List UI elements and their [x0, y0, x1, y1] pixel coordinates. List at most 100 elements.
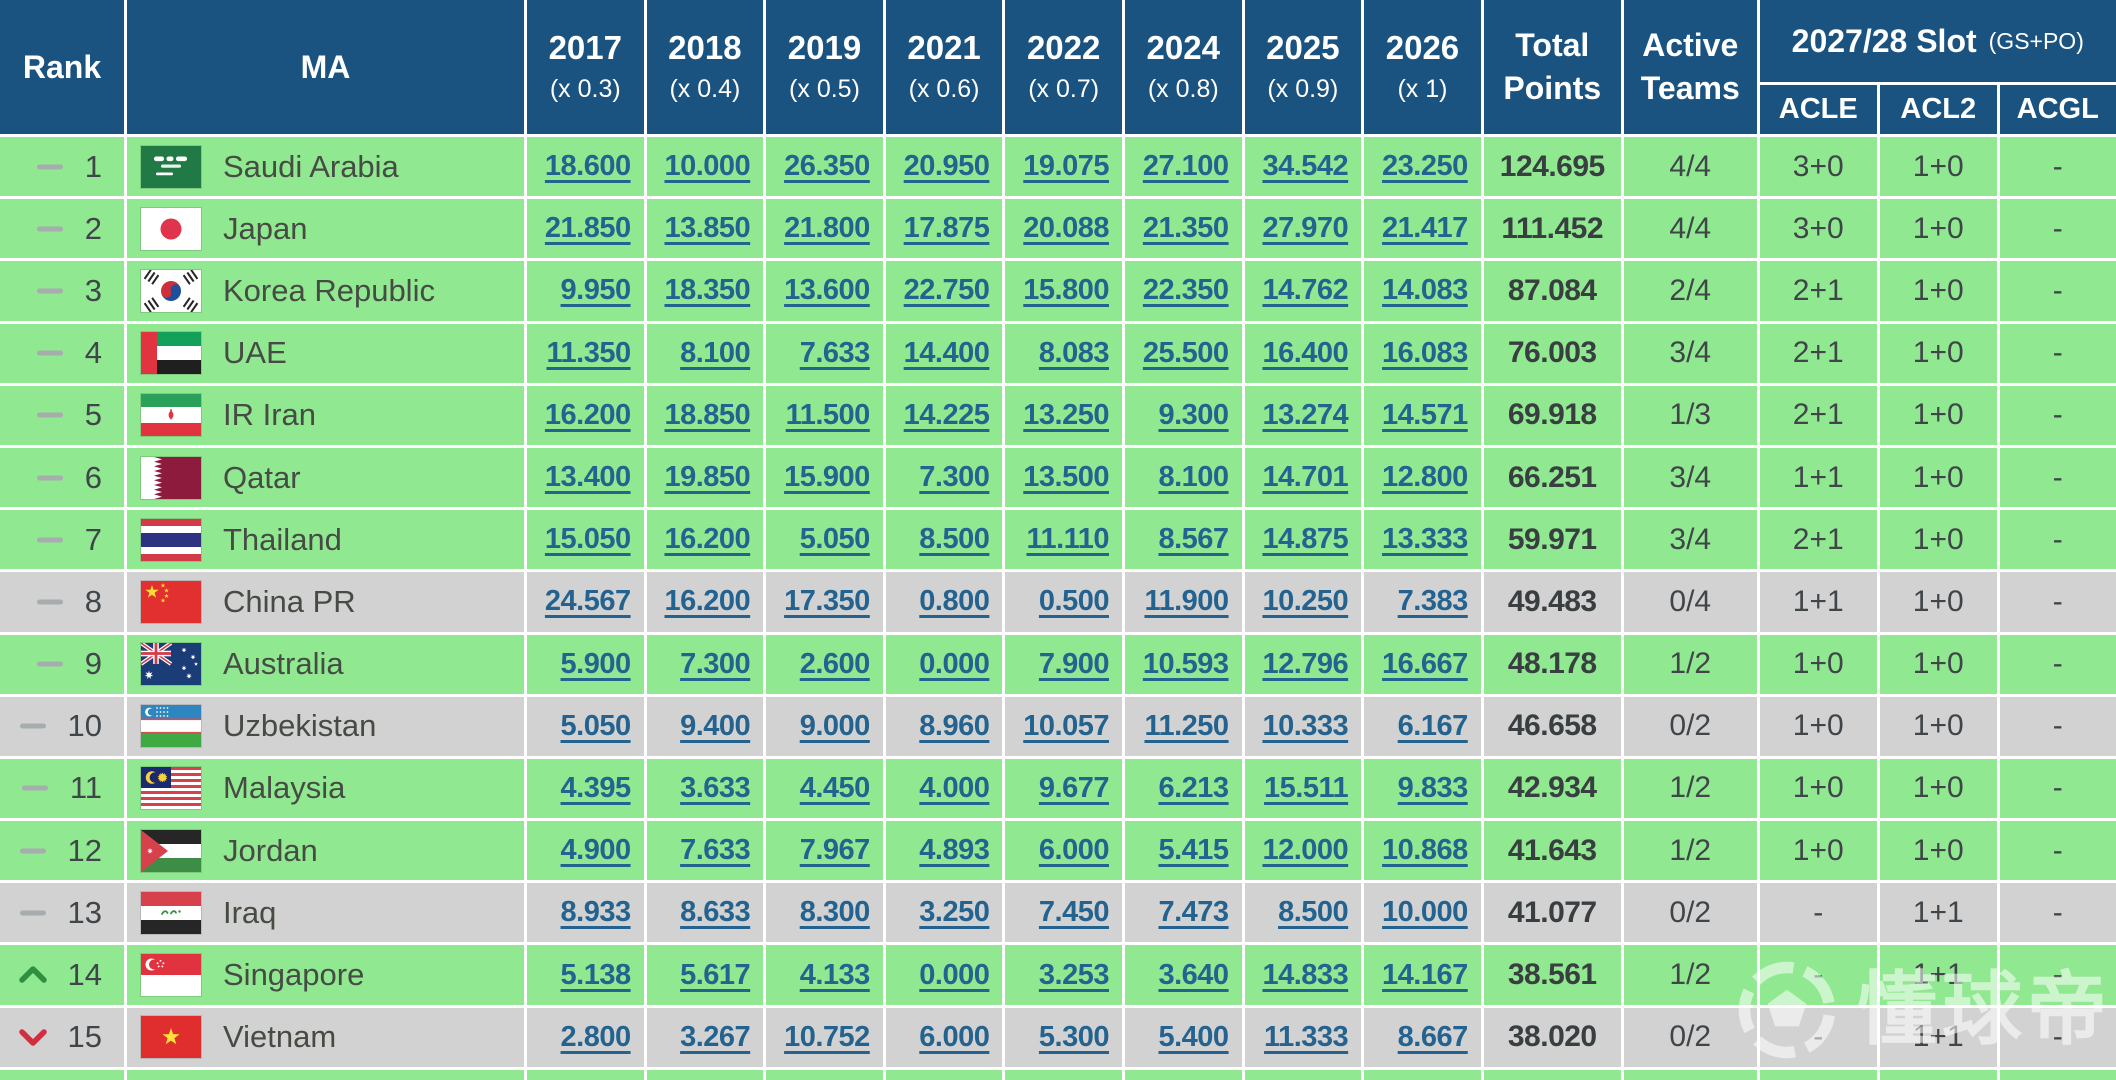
points-link[interactable]: 3.253	[1038, 958, 1110, 991]
points-link[interactable]: 4.133	[799, 958, 871, 991]
points-link[interactable]: 17.875	[903, 212, 990, 245]
points-link[interactable]: 3.267	[680, 1020, 751, 1053]
points-link[interactable]: 5.617	[680, 958, 751, 991]
points-link[interactable]: 5.900	[560, 647, 632, 680]
points-link[interactable]: 4.893	[919, 834, 990, 867]
points-link[interactable]: 21.850	[544, 212, 631, 245]
points-link[interactable]: 6.000	[919, 1020, 990, 1053]
points-link[interactable]: 5.050	[560, 709, 632, 742]
points-link[interactable]: 3.250	[919, 896, 990, 929]
points-link[interactable]: 15.050	[544, 523, 631, 556]
points-link[interactable]: 8.083	[1038, 336, 1110, 369]
points-link[interactable]: 11.110	[1026, 523, 1109, 556]
points-link[interactable]: 14.225	[903, 398, 990, 431]
points-link[interactable]: 10.333	[1262, 709, 1349, 742]
points-link[interactable]: 20.088	[1023, 212, 1109, 245]
points-link[interactable]: 27.100	[1142, 150, 1229, 183]
points-link[interactable]: 8.933	[560, 896, 632, 929]
points-link[interactable]: 7.450	[1038, 896, 1110, 929]
points-link[interactable]: 9.950	[560, 274, 632, 307]
points-link[interactable]: 17.350	[784, 585, 870, 618]
points-link[interactable]: 0.000	[919, 958, 990, 991]
points-link[interactable]: 16.667	[1382, 647, 1468, 680]
points-link[interactable]: 13.400	[544, 461, 631, 494]
points-link[interactable]: 10.593	[1142, 647, 1229, 680]
points-link[interactable]: 11.500	[785, 398, 871, 431]
points-link[interactable]: 21.800	[784, 212, 870, 245]
points-link[interactable]: 5.138	[560, 958, 632, 991]
points-link[interactable]: 18.600	[544, 150, 631, 183]
points-link[interactable]: 7.300	[680, 647, 751, 680]
points-link[interactable]: 4.900	[560, 834, 632, 867]
points-link[interactable]: 15.511	[1264, 771, 1349, 804]
points-link[interactable]: 16.200	[664, 523, 751, 556]
points-link[interactable]: 11.333	[1264, 1020, 1349, 1053]
points-link[interactable]: 11.900	[1144, 585, 1229, 618]
points-link[interactable]: 12.000	[1262, 834, 1349, 867]
points-link[interactable]: 10.000	[664, 150, 751, 183]
points-link[interactable]: 6.213	[1158, 771, 1229, 804]
points-link[interactable]: 0.500	[1038, 585, 1110, 618]
points-link[interactable]: 4.395	[560, 771, 632, 804]
points-link[interactable]: 22.350	[1142, 274, 1229, 307]
points-link[interactable]: 13.274	[1262, 398, 1349, 431]
points-link[interactable]: 19.850	[664, 461, 751, 494]
points-link[interactable]: 13.600	[784, 274, 870, 307]
points-link[interactable]: 13.333	[1382, 523, 1468, 556]
points-link[interactable]: 8.633	[680, 896, 751, 929]
points-link[interactable]: 26.350	[784, 150, 870, 183]
points-link[interactable]: 7.633	[799, 336, 871, 369]
points-link[interactable]: 24.567	[544, 585, 631, 618]
points-link[interactable]: 10.000	[1382, 896, 1468, 929]
points-link[interactable]: 11.250	[1144, 709, 1229, 742]
points-link[interactable]: 4.000	[919, 771, 990, 804]
points-link[interactable]: 2.600	[799, 647, 871, 680]
points-link[interactable]: 13.500	[1023, 461, 1109, 494]
points-link[interactable]: 21.350	[1142, 212, 1229, 245]
points-link[interactable]: 16.400	[1262, 336, 1349, 369]
points-link[interactable]: 3.640	[1158, 958, 1229, 991]
points-link[interactable]: 7.300	[919, 461, 990, 494]
points-link[interactable]: 0.000	[919, 647, 990, 680]
points-link[interactable]: 9.300	[1158, 398, 1229, 431]
points-link[interactable]: 13.850	[664, 212, 751, 245]
points-link[interactable]: 9.833	[1397, 771, 1469, 804]
points-link[interactable]: 5.050	[799, 523, 871, 556]
points-link[interactable]: 7.900	[1038, 647, 1110, 680]
points-link[interactable]: 16.200	[664, 585, 751, 618]
points-link[interactable]: 9.000	[799, 709, 871, 742]
points-link[interactable]: 8.300	[799, 896, 871, 929]
points-link[interactable]: 4.450	[799, 771, 871, 804]
points-link[interactable]: 8.960	[919, 709, 990, 742]
points-link[interactable]: 10.250	[1262, 585, 1349, 618]
points-link[interactable]: 20.950	[903, 150, 990, 183]
points-link[interactable]: 7.473	[1158, 896, 1229, 929]
points-link[interactable]: 10.057	[1023, 709, 1109, 742]
points-link[interactable]: 15.900	[784, 461, 870, 494]
points-link[interactable]: 5.300	[1038, 1020, 1110, 1053]
points-link[interactable]: 16.083	[1382, 336, 1468, 369]
points-link[interactable]: 0.800	[919, 585, 990, 618]
points-link[interactable]: 8.100	[1158, 461, 1229, 494]
points-link[interactable]: 11.350	[546, 336, 631, 369]
points-link[interactable]: 5.415	[1158, 834, 1229, 867]
points-link[interactable]: 7.633	[680, 834, 751, 867]
points-link[interactable]: 3.633	[680, 771, 751, 804]
points-link[interactable]: 10.868	[1382, 834, 1468, 867]
points-link[interactable]: 15.800	[1023, 274, 1109, 307]
points-link[interactable]: 22.750	[903, 274, 990, 307]
points-link[interactable]: 14.875	[1262, 523, 1349, 556]
points-link[interactable]: 8.100	[680, 336, 751, 369]
points-link[interactable]: 8.567	[1158, 523, 1229, 556]
points-link[interactable]: 12.796	[1262, 647, 1349, 680]
points-link[interactable]: 12.800	[1382, 461, 1468, 494]
points-link[interactable]: 34.542	[1262, 150, 1349, 183]
points-link[interactable]: 13.250	[1023, 398, 1109, 431]
points-link[interactable]: 14.400	[903, 336, 990, 369]
points-link[interactable]: 14.701	[1262, 461, 1349, 494]
points-link[interactable]: 5.400	[1158, 1020, 1229, 1053]
points-link[interactable]: 18.850	[664, 398, 751, 431]
points-link[interactable]: 6.000	[1038, 834, 1110, 867]
points-link[interactable]: 7.383	[1397, 585, 1469, 618]
points-link[interactable]: 2.800	[560, 1020, 632, 1053]
